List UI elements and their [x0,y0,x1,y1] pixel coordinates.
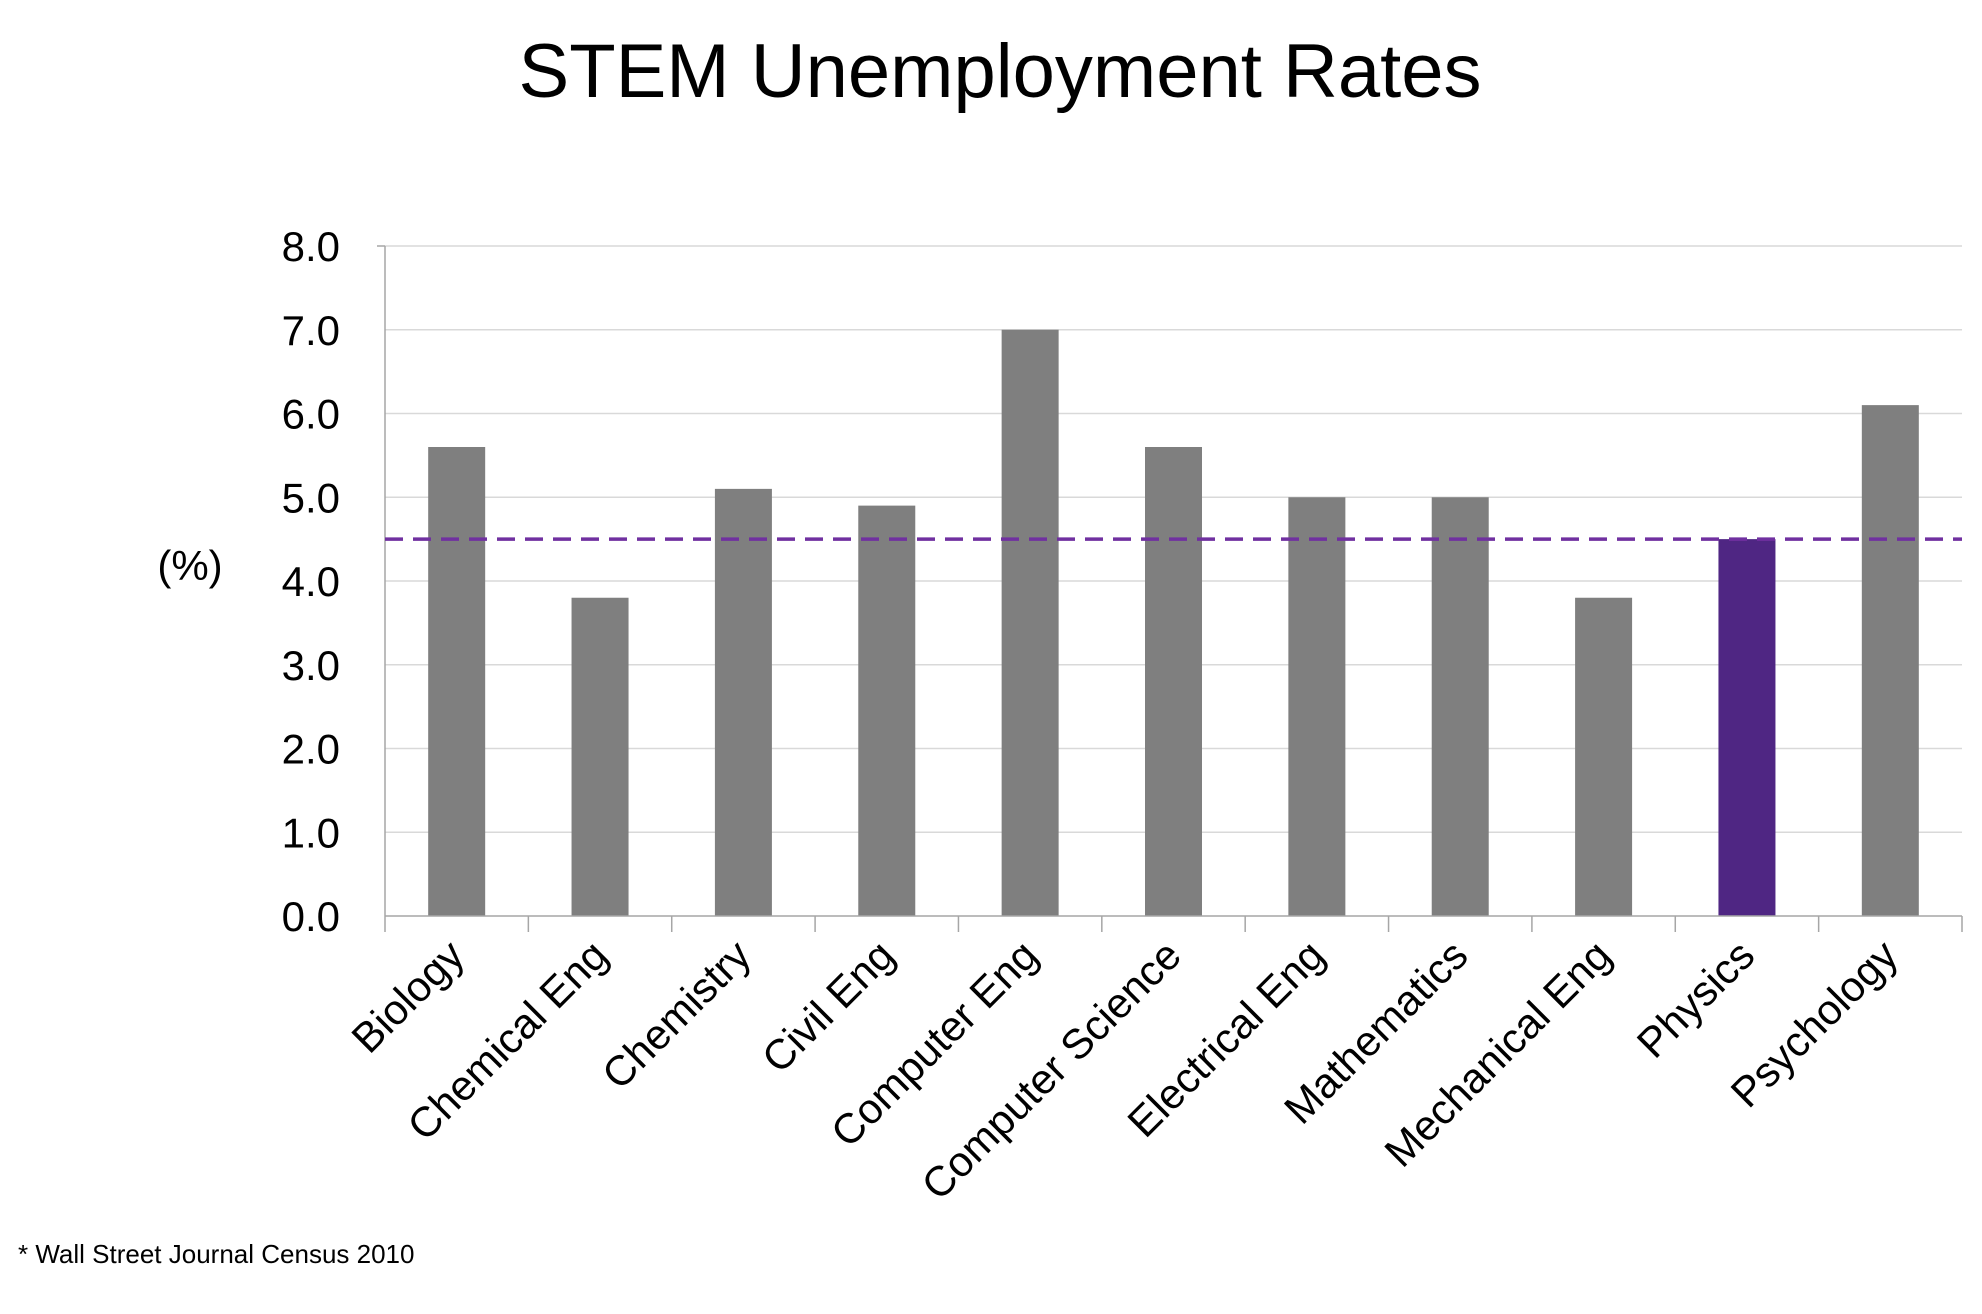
y-tick-label: 2.0 [282,726,340,773]
y-tick-label: 1.0 [282,809,340,856]
y-tick-label: 8.0 [282,223,340,270]
bar-computer-science [1145,447,1202,916]
bar-physics [1718,539,1776,916]
x-category-label: Chemistry [593,931,760,1098]
y-tick-label: 3.0 [282,642,340,689]
bar-psychology [1861,405,1919,916]
y-tick-label: 4.0 [282,558,340,605]
bar-computer-eng [1001,329,1059,916]
y-tick-label: 5.0 [282,474,340,521]
x-category-label: Physics [1628,931,1764,1067]
x-category-label: Computer Science [912,931,1190,1209]
labels: 0.01.02.03.04.05.06.07.08.0BiologyChemic… [282,223,1907,1209]
axes [377,245,1963,932]
bar-chemistry [714,488,772,916]
bar-electrical-eng [1288,497,1346,916]
source-footnote: * Wall Street Journal Census 2010 [18,1239,415,1269]
bars [428,329,1919,916]
y-tick-label: 6.0 [282,391,340,438]
y-tick-label: 7.0 [282,307,340,354]
x-category-label: Biology [342,931,473,1062]
bar-biology [428,447,486,916]
y-axis-label: (%) [157,542,222,589]
chart-title: STEM Unemployment Rates [518,29,1482,114]
bar-mechanical-eng [1575,597,1633,916]
x-category-label: Civil Eng [753,931,903,1081]
bar-civil-eng [858,505,916,916]
bar-mathematics [1431,497,1489,916]
bar-chemical-eng [571,597,629,916]
y-tick-label: 0.0 [282,893,340,940]
